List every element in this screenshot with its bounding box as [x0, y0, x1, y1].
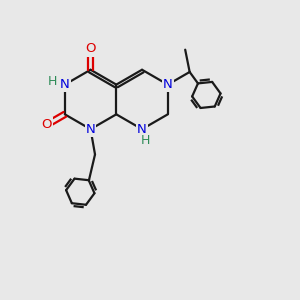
- Text: N: N: [60, 78, 70, 91]
- Text: O: O: [85, 42, 96, 56]
- Text: H: H: [47, 74, 57, 88]
- Text: N: N: [86, 123, 95, 136]
- Text: H: H: [140, 134, 150, 147]
- Text: N: N: [163, 78, 173, 91]
- Text: O: O: [41, 118, 52, 131]
- Text: N: N: [137, 123, 147, 136]
